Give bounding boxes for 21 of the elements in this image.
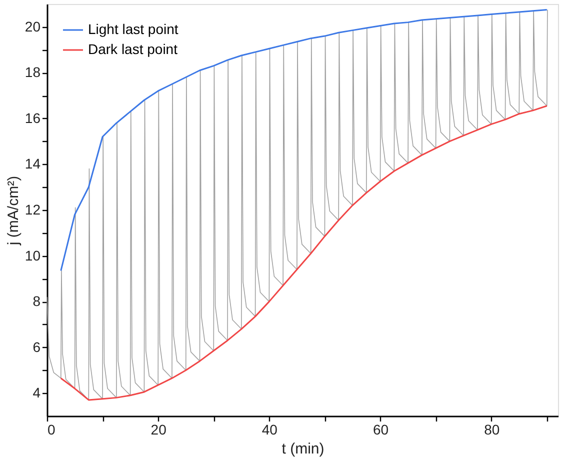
legend-label: Dark last point [88, 41, 178, 57]
y-axis-title: j (mA/cm²) [4, 176, 22, 246]
y-tick-label: 6 [32, 338, 41, 355]
y-tick-label: 4 [32, 384, 41, 401]
y-tick-label: 18 [24, 64, 41, 80]
x-tick-label: 60 [372, 422, 389, 438]
legend-label: Light last point [88, 21, 178, 37]
x-tick-label: 40 [262, 422, 278, 438]
line-series [60, 8, 548, 272]
x-tick-label: 20 [150, 422, 167, 438]
x-tick-label: 80 [484, 422, 500, 438]
y-tick-label: 14 [24, 156, 41, 172]
y-tick-label: 10 [24, 247, 41, 264]
y-tick-label: 12 [24, 202, 41, 218]
line-series [60, 105, 548, 401]
line-series [46, 9, 548, 400]
x-axis-title: t (min) [282, 440, 324, 458]
x-tick-label: 0 [48, 422, 56, 438]
y-tick-label: 8 [32, 293, 41, 310]
y-tick-label: 20 [24, 18, 41, 34]
y-tick-label: 16 [24, 110, 41, 126]
